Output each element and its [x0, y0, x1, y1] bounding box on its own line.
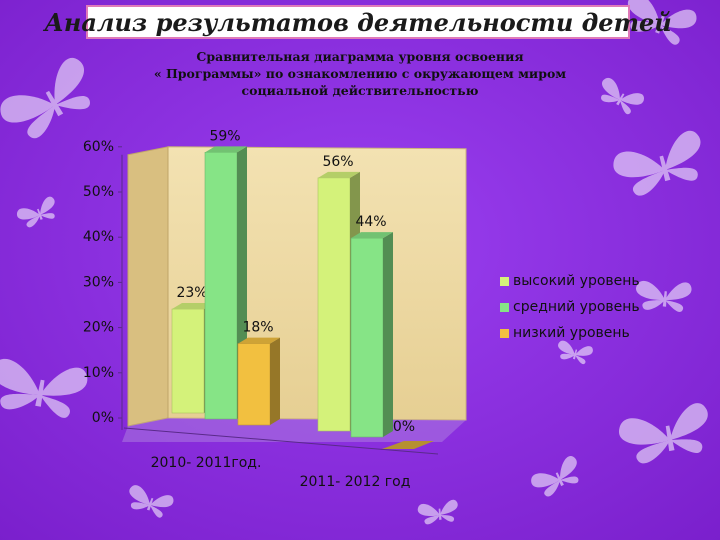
y-tick-label: 10%	[83, 365, 114, 381]
header-banner: Анализ результатов деятельности детей	[44, 5, 672, 39]
legend-label-medium: средний уровень	[513, 299, 640, 315]
bar-top	[318, 171, 360, 178]
y-tick-label: 0%	[92, 410, 114, 426]
data-label: 44%	[355, 214, 386, 230]
legend-swatch-high	[500, 276, 509, 286]
bar-front	[317, 177, 351, 432]
chart-legend: высокий уровень средний уровень низкий у…	[500, 268, 640, 346]
legend-label-high: высокий уровень	[513, 273, 640, 289]
bar-flat	[382, 441, 434, 449]
chart-title-line-3: социальной действительностью	[241, 83, 479, 98]
chart-title-line-2: « Программы» по ознакомлению с окружающе…	[153, 66, 567, 81]
x-category-label: 2011- 2012 год	[300, 474, 411, 490]
y-tick-label: 30%	[83, 274, 114, 290]
legend-swatch-low	[500, 328, 509, 338]
data-label: 23%	[176, 285, 207, 301]
bar-front	[237, 343, 271, 426]
y-tick-label: 20%	[83, 320, 114, 336]
data-label: 0%	[393, 419, 415, 435]
data-label: 18%	[242, 320, 273, 336]
bar-side	[270, 337, 280, 425]
bar-top	[172, 303, 214, 310]
page-title: Анализ результатов деятельности детей	[44, 7, 672, 37]
y-tick-label: 50%	[83, 184, 114, 200]
legend-swatch-medium	[500, 302, 509, 312]
bar-side	[383, 232, 393, 437]
legend-item-medium: средний уровень	[500, 294, 640, 320]
x-axis-line	[123, 427, 439, 455]
legend-label-low: низкий уровень	[513, 325, 630, 341]
chart-title-line-1: Сравнительная диаграмма уровня освоения	[196, 49, 524, 64]
chart-title: Сравнительная диаграмма уровня освоения …	[120, 48, 600, 99]
data-label: 59%	[209, 128, 240, 144]
y-tick-label: 40%	[83, 229, 114, 245]
bar-top	[205, 146, 247, 153]
bar-front	[171, 308, 205, 414]
chart-side-wall	[127, 146, 169, 427]
legend-item-high: высокий уровень	[500, 268, 640, 294]
bar-front	[204, 152, 238, 420]
y-tick-label: 60%	[83, 139, 114, 155]
bar-top	[238, 337, 280, 344]
data-label: 56%	[322, 154, 353, 170]
legend-item-low: низкий уровень	[500, 320, 640, 346]
bar-top	[351, 232, 393, 239]
x-category-label: 2010- 2011год.	[151, 455, 262, 471]
bar-front	[350, 237, 384, 438]
